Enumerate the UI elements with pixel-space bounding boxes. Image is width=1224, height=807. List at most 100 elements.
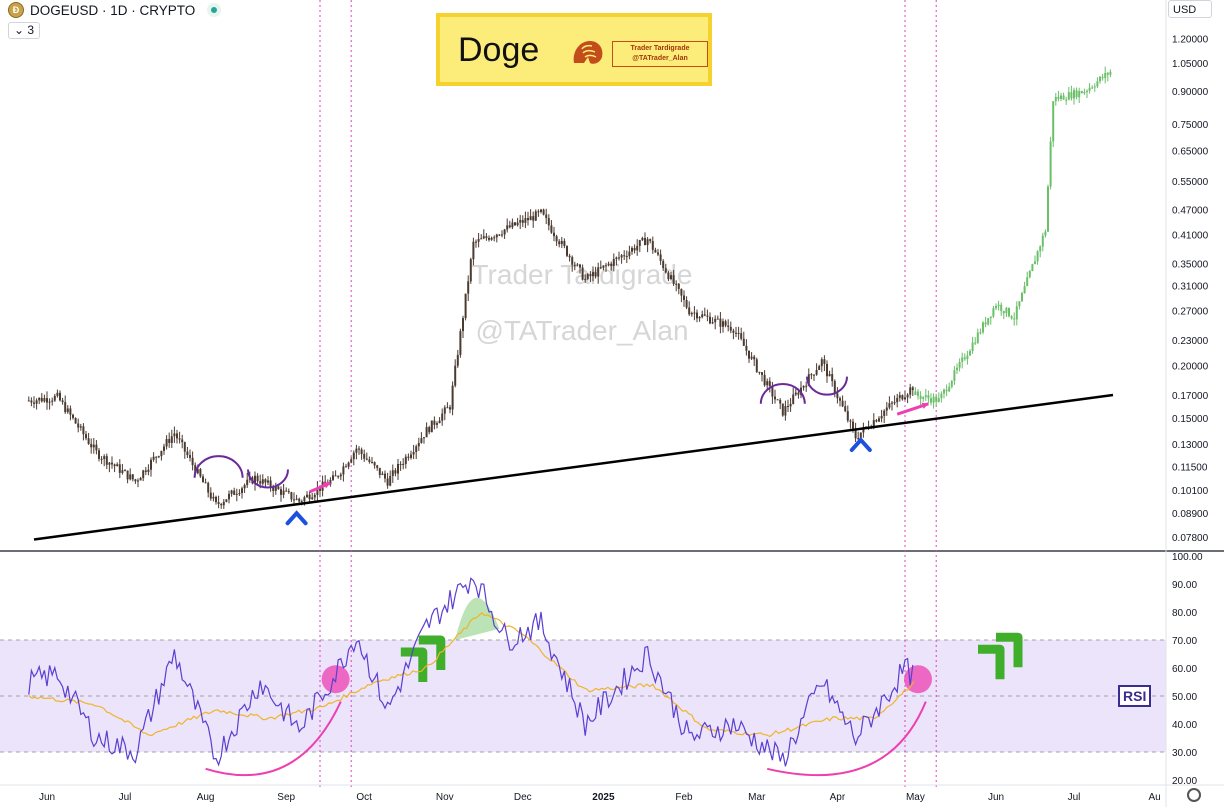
projected-candle-body [922, 396, 925, 399]
projected-candle-body [1021, 293, 1023, 302]
candle-body [420, 438, 423, 443]
candle-body [79, 426, 82, 428]
projected-candle-body [1015, 306, 1018, 320]
candle-body [451, 385, 454, 410]
candle-body [701, 314, 704, 318]
price-tick-label: 0.75000 [1172, 120, 1209, 131]
candle-body [199, 469, 202, 477]
green-arrow-icon [400, 635, 446, 682]
candle-body [737, 332, 740, 334]
candle-body [449, 407, 451, 410]
projected-candle-body [963, 357, 966, 360]
candle-body [579, 264, 581, 268]
candle-body [592, 272, 594, 277]
candle-body [774, 396, 776, 400]
candle-body [745, 345, 748, 351]
indicator-toggle-button[interactable]: ⌄ 3 [8, 22, 41, 39]
candle-body [462, 318, 464, 332]
projected-candle-body [1099, 76, 1101, 82]
candle-body [644, 238, 646, 246]
symbol-header[interactable]: Ð DOGEUSD · 1D · CRYPTO [8, 2, 222, 18]
candle-body [233, 490, 236, 495]
candle-body [761, 372, 763, 375]
logo-tag: Trader Tardigrade @TATrader_Alan [612, 41, 708, 67]
arc-annotation [247, 469, 289, 489]
candle-body [636, 245, 639, 251]
projection-candles [914, 66, 1112, 409]
candle-body [131, 474, 134, 480]
candle-body [638, 240, 641, 246]
candle-body [612, 259, 615, 266]
candle-body [641, 238, 644, 241]
projected-candle-body [1010, 316, 1013, 319]
projected-candle-body [953, 370, 956, 381]
projected-candle-body [945, 389, 948, 392]
candle-body [300, 501, 303, 503]
candle-body [477, 238, 480, 242]
candle-body [139, 478, 142, 481]
chevron-down-icon: ⌄ [14, 23, 28, 37]
candle-body [410, 454, 412, 458]
candle-body [176, 433, 178, 439]
projected-candle-body [1088, 87, 1091, 91]
candle-body [61, 400, 64, 403]
candle-body [625, 256, 628, 258]
candle-body [280, 489, 282, 495]
candle-body [742, 338, 745, 346]
candle-body [740, 333, 743, 339]
candle-body [90, 443, 93, 448]
candle-body [495, 234, 498, 238]
candle-body [358, 448, 360, 450]
candle-body [350, 459, 353, 463]
candle-body [891, 402, 893, 404]
candle-body [30, 400, 33, 403]
projected-candle-body [1049, 141, 1052, 187]
candle-body [724, 321, 727, 326]
annotations [193, 376, 1023, 777]
candle-body [53, 395, 56, 401]
candle-body [222, 501, 225, 506]
candle-body [618, 257, 620, 259]
candle-body [230, 490, 233, 494]
candle-body [906, 394, 909, 398]
candle-body [264, 479, 267, 483]
market-status-icon[interactable] [207, 3, 222, 17]
arrow-head-icon [323, 482, 331, 489]
candle-body [337, 476, 340, 478]
candle-body [560, 240, 563, 245]
candle-body [113, 464, 116, 467]
projected-candle-body [924, 395, 927, 397]
candle-body [610, 263, 613, 266]
candle-body [896, 397, 899, 403]
price-tick-label: 0.08900 [1172, 509, 1209, 520]
candle-body [748, 350, 750, 359]
candle-body [456, 354, 459, 366]
candle-body [872, 420, 875, 428]
projected-candle-body [987, 318, 990, 325]
rsi-badge[interactable]: RSI [1118, 685, 1152, 707]
currency-label: USD [1173, 4, 1197, 16]
candle-body [482, 236, 485, 239]
candle-body [72, 414, 74, 418]
gear-icon[interactable] [1187, 788, 1201, 802]
projected-candle-body [982, 322, 984, 333]
projected-candle-body [1000, 304, 1003, 312]
candle-body [589, 274, 592, 277]
candle-body [378, 467, 381, 475]
time-tick-label: Au [1148, 792, 1160, 803]
rsi-tick-label: 100.00 [1172, 552, 1203, 563]
projected-candle-body [1091, 87, 1094, 89]
candle-body [215, 496, 217, 503]
candle-body [498, 234, 501, 236]
projected-candle-body [937, 398, 940, 402]
candle-body [768, 381, 771, 387]
candle-body [826, 363, 828, 377]
candle-body [839, 398, 841, 401]
projected-candle-body [917, 391, 919, 396]
candle-body [430, 420, 433, 433]
candle-body [306, 494, 308, 498]
price-tick-label: 0.65000 [1172, 146, 1209, 157]
currency-selector[interactable]: USD [1168, 0, 1212, 18]
candle-body [108, 462, 111, 465]
